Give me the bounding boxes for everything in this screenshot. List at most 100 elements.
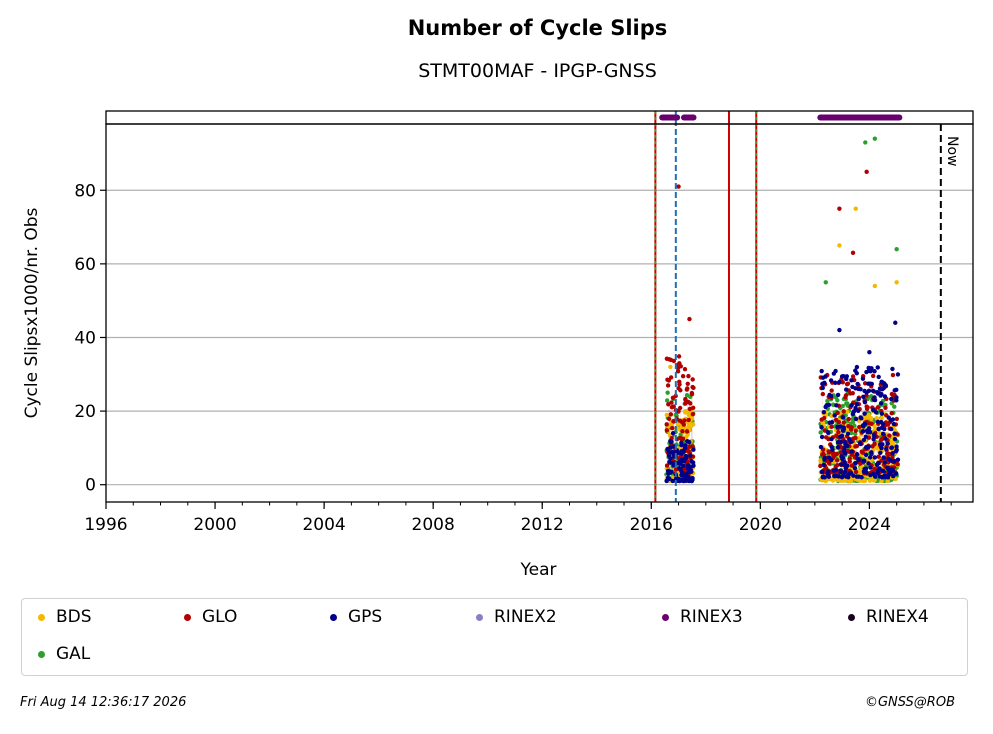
data-point-gps (690, 460, 696, 465)
data-point-gps (670, 478, 675, 484)
points-layer (664, 136, 901, 484)
data-point-glo (870, 373, 876, 379)
data-point-gps (894, 444, 899, 449)
data-point-gps (683, 443, 688, 448)
data-point-glo (853, 469, 859, 475)
data-point-glo (688, 401, 693, 406)
data-point-bds (837, 478, 843, 483)
data-point-gps (823, 374, 828, 379)
data-point-gps (878, 401, 884, 406)
data-point-bds (869, 416, 874, 421)
data-point-gps (864, 445, 869, 450)
data-point-bds (867, 478, 873, 483)
legend-item-gps: GPS (330, 607, 382, 627)
chart-area: Now 0 20 40 60 80 1996 2000 2004 2008 2012 2016 2020… (22, 110, 974, 580)
data-point-gps (895, 457, 901, 462)
data-point-glo (853, 435, 858, 441)
data-point-gps (849, 378, 854, 383)
legend-label-gal: GAL (56, 644, 91, 664)
legend-marker-glo (184, 613, 191, 621)
data-point-gps (829, 436, 834, 442)
data-point-glo (676, 409, 681, 414)
data-point-gps (851, 473, 856, 478)
data-point-gps (867, 430, 873, 435)
data-point-gps (863, 452, 869, 457)
data-point-gps (877, 386, 883, 391)
data-point-gps (820, 474, 826, 479)
legend-label-bds: BDS (56, 607, 92, 627)
data-point-glo (664, 428, 670, 433)
data-point-gps (884, 446, 889, 452)
legend-marker-gps (330, 613, 337, 621)
data-point-glo (833, 417, 839, 422)
data-point-glo (676, 184, 681, 189)
x-tick-label: 2016 (630, 515, 673, 535)
data-point-gps (853, 416, 859, 422)
data-point-gps (889, 396, 894, 402)
y-tick-label: 0 (85, 476, 96, 496)
series-gps (664, 320, 901, 484)
data-point-gps (835, 440, 841, 445)
data-point-gps (833, 467, 839, 473)
data-point-gps (842, 469, 848, 475)
data-point-glo (683, 396, 688, 402)
data-point-gps (888, 418, 894, 423)
data-point-glo (818, 463, 823, 469)
data-point-glo (680, 420, 685, 425)
data-point-glo (682, 366, 688, 372)
data-point-gps (875, 365, 880, 370)
data-point-gal (844, 401, 849, 406)
data-point-gps (688, 453, 693, 458)
data-point-glo (664, 463, 670, 468)
data-point-gps (827, 420, 832, 425)
legend-item-glo: GLO (184, 607, 237, 627)
data-point-gps (819, 425, 824, 430)
data-point-gps (881, 455, 887, 460)
data-point-gal (684, 392, 690, 398)
data-point-glo (684, 387, 690, 392)
data-point-glo (677, 405, 683, 411)
data-point-glo (829, 388, 834, 393)
data-point-gps (886, 467, 892, 473)
data-point-gps (830, 447, 835, 453)
data-point-gps (866, 426, 872, 431)
data-point-gps (853, 460, 858, 466)
data-point-gps (840, 415, 846, 420)
data-point-gps (887, 471, 892, 476)
data-point-gps (841, 448, 847, 454)
data-point-glo (675, 369, 681, 374)
data-point-gps (674, 476, 679, 481)
data-point-glo (875, 405, 881, 410)
data-point-gps (891, 421, 897, 427)
data-point-gal (872, 136, 878, 141)
data-point-gps (872, 395, 877, 400)
legend-label-gps: GPS (348, 607, 383, 627)
data-point-gps (677, 461, 683, 467)
data-point-gps (894, 387, 899, 392)
data-point-glo (676, 354, 682, 359)
data-point-gps (857, 440, 863, 445)
data-point-gps (879, 419, 884, 425)
data-point-bds (684, 434, 689, 439)
x-axis-label: Year (520, 560, 557, 580)
data-point-gal (830, 402, 836, 407)
data-point-gps (845, 463, 850, 468)
data-point-glo (864, 169, 869, 175)
data-point-bds (885, 478, 890, 484)
data-point-gps (853, 368, 858, 373)
data-point-gps (877, 474, 883, 479)
data-point-gps (838, 468, 843, 474)
data-point-bds (872, 283, 878, 289)
data-point-glo (872, 466, 877, 472)
data-point-glo (894, 416, 899, 422)
data-point-bds (820, 420, 826, 426)
data-point-glo (823, 465, 829, 471)
data-point-bds (668, 364, 673, 370)
data-point-gps (667, 460, 673, 465)
data-point-gps (895, 372, 901, 377)
data-point-gps (880, 442, 885, 447)
data-point-gal (818, 430, 823, 435)
data-point-gps (875, 419, 881, 425)
data-point-gps (835, 392, 841, 398)
data-point-glo (834, 433, 839, 439)
